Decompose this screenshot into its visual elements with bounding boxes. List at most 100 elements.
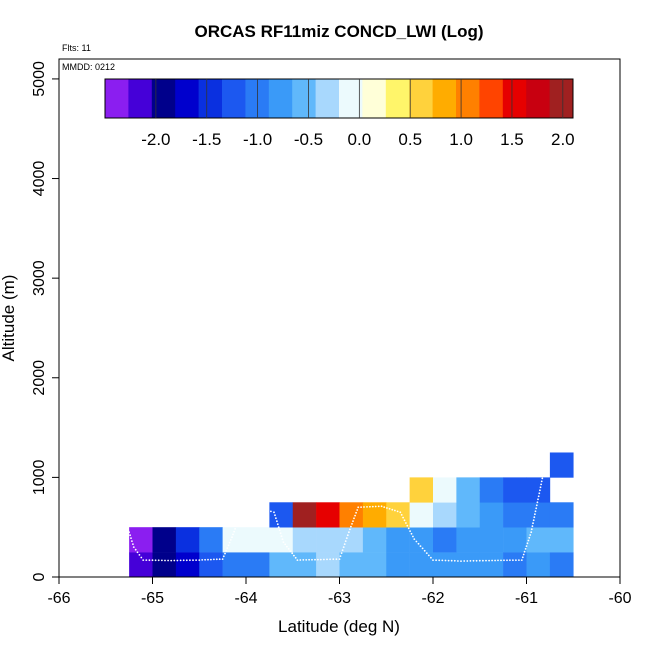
flight-track-point xyxy=(305,559,308,561)
colorbar: -2.0 -1.5 -1.0 -0.5 0.0 0.5 1.0 1.5 2.0 xyxy=(104,78,575,149)
flight-track-point xyxy=(182,559,185,562)
chart-title: ORCAS RF11miz CONCD_LWI (Log) xyxy=(194,22,483,41)
flight-track-point xyxy=(236,522,239,525)
flight-track-point xyxy=(274,514,276,517)
flight-track-point xyxy=(340,552,343,554)
flight-track-point xyxy=(438,559,441,562)
flight-track-point xyxy=(314,558,316,561)
y-tick-label: 5000 xyxy=(31,61,48,97)
flight-track-point xyxy=(478,559,481,562)
flight-track-point xyxy=(246,509,248,512)
flight-track-point xyxy=(329,558,331,561)
x-tick-label: -65 xyxy=(141,590,164,607)
colorbar-swatch xyxy=(479,79,504,118)
colorbar-swatch xyxy=(432,79,457,118)
y-tick-label: 2000 xyxy=(31,360,48,396)
flight-track-point xyxy=(284,543,287,546)
flight-track-point xyxy=(444,559,447,562)
flight-track-point xyxy=(530,528,533,531)
x-axis-label: Latitude (deg N) xyxy=(278,617,400,636)
flight-track-point xyxy=(317,558,319,561)
flight-track-point xyxy=(506,559,508,562)
flight-track-point xyxy=(281,538,284,540)
heatmap-cell xyxy=(526,552,551,578)
flight-track-point xyxy=(140,556,143,559)
flight-track-point xyxy=(235,525,238,527)
colorbar-tick-label: 1.5 xyxy=(500,130,524,149)
colorbar-tick-label: -0.5 xyxy=(294,130,323,149)
flight-track-point xyxy=(128,531,131,534)
flight-track-point xyxy=(157,559,160,562)
flight-track-point xyxy=(277,526,280,529)
colorbar-tick-label: 2.0 xyxy=(551,130,575,149)
heatmap-cell xyxy=(526,477,551,503)
flight-track-point xyxy=(535,504,538,507)
flight-track-point xyxy=(342,546,345,548)
heatmap-cell xyxy=(433,502,457,528)
flight-track-point xyxy=(421,547,424,550)
heatmap-cell xyxy=(292,502,317,528)
heatmap-cell xyxy=(549,527,574,553)
heatmap-cell xyxy=(456,477,481,503)
colorbar-swatch xyxy=(502,79,527,118)
colorbar-swatch xyxy=(385,79,410,118)
heatmap-cell xyxy=(246,527,270,553)
flight-track-point xyxy=(538,492,541,495)
colorbar-swatch xyxy=(268,79,293,118)
flight-track-point xyxy=(273,511,275,514)
flight-track-point xyxy=(179,559,182,562)
flight-track-point xyxy=(204,558,207,561)
flight-track-point xyxy=(475,559,478,562)
flight-track-point xyxy=(540,480,543,483)
flight-track-point xyxy=(227,544,230,547)
colorbar-swatch xyxy=(128,79,153,118)
flight-track-point xyxy=(280,535,283,538)
flight-track-point xyxy=(518,559,520,561)
colorbar-swatch xyxy=(151,79,176,118)
heatmap-cell xyxy=(339,552,364,578)
flight-track-point xyxy=(132,543,134,545)
flight-track-point xyxy=(400,514,403,516)
flight-track-point xyxy=(213,558,215,561)
x-axis: -66 -65 -64 -63 -62 -61 -60 xyxy=(47,577,632,607)
heatmap-cell xyxy=(316,502,340,528)
x-tick-label: -64 xyxy=(234,590,257,607)
y-tick-label: 3000 xyxy=(31,260,48,296)
flight-track-point xyxy=(282,541,285,543)
flight-track-point xyxy=(355,511,357,514)
flight-track-point xyxy=(534,510,537,513)
flight-track-point xyxy=(512,559,514,562)
colorbar-tick-label: 1.0 xyxy=(449,130,473,149)
heatmap-cell xyxy=(386,502,410,528)
flight-track-point xyxy=(263,508,266,511)
flight-track-point xyxy=(260,508,263,510)
flight-track-point xyxy=(526,542,529,545)
flight-track-point xyxy=(228,541,231,544)
flight-track-point xyxy=(278,529,281,532)
flight-track-point xyxy=(224,552,226,555)
flight-track-point xyxy=(326,558,328,561)
heatmap-cell xyxy=(549,552,574,578)
heatmap-cell xyxy=(199,527,223,553)
flight-track-point xyxy=(366,506,368,508)
flight-track-point xyxy=(257,507,260,509)
flight-track-point xyxy=(132,546,135,548)
flight-track-point xyxy=(377,505,380,508)
flight-track-point xyxy=(542,474,544,477)
flight-track-point xyxy=(413,538,416,540)
flight-track-point xyxy=(374,505,377,508)
heatmap-cell xyxy=(503,527,527,553)
flight-track-point xyxy=(441,559,444,562)
flight-track-point xyxy=(386,507,388,509)
flight-track-point xyxy=(279,532,282,535)
y-tick-label: 0 xyxy=(31,572,48,581)
flight-track-point xyxy=(532,522,534,525)
heatmap-cell xyxy=(479,502,504,528)
flight-track-point xyxy=(432,559,434,561)
flight-track-point xyxy=(503,559,505,562)
colorbar-swatch xyxy=(549,79,574,118)
flight-track-point xyxy=(500,559,502,562)
heatmap-cell xyxy=(292,527,317,553)
heatmap-cell xyxy=(456,502,481,528)
